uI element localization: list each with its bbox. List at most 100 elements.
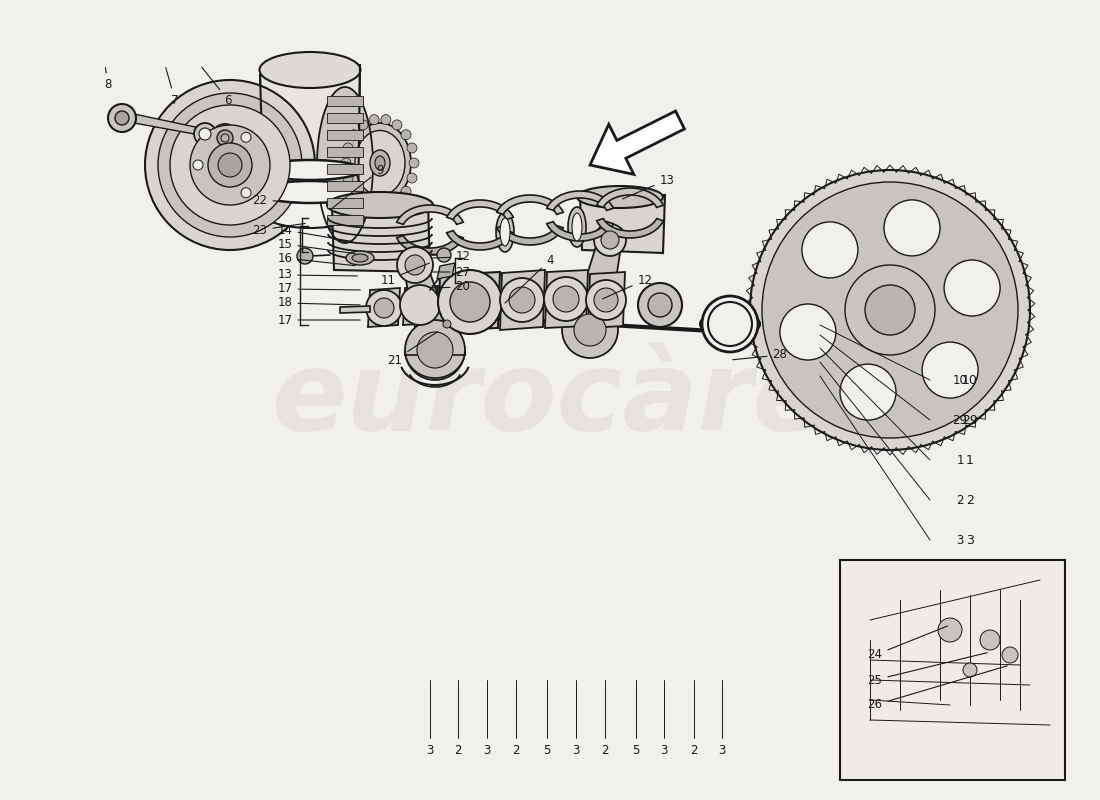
Ellipse shape — [211, 124, 239, 152]
Circle shape — [366, 290, 402, 326]
Circle shape — [648, 293, 672, 317]
Polygon shape — [327, 181, 363, 191]
Ellipse shape — [221, 134, 229, 142]
Circle shape — [407, 143, 417, 153]
Ellipse shape — [500, 218, 510, 246]
Circle shape — [922, 342, 978, 398]
Text: 16: 16 — [277, 251, 355, 266]
Text: eurocàre: eurocàre — [272, 346, 828, 454]
Circle shape — [208, 143, 252, 187]
Circle shape — [509, 287, 535, 313]
Circle shape — [594, 288, 618, 312]
Polygon shape — [260, 65, 360, 210]
Text: 22: 22 — [253, 194, 305, 206]
Text: 3: 3 — [718, 743, 726, 757]
Text: 3: 3 — [956, 534, 964, 546]
Polygon shape — [544, 270, 588, 328]
Circle shape — [343, 143, 353, 153]
Circle shape — [392, 196, 402, 206]
Text: 24: 24 — [868, 626, 947, 662]
Ellipse shape — [327, 192, 433, 218]
Circle shape — [358, 120, 368, 130]
Ellipse shape — [349, 123, 411, 203]
Circle shape — [400, 285, 440, 325]
Circle shape — [343, 173, 353, 183]
Polygon shape — [327, 96, 363, 106]
Text: 9: 9 — [332, 163, 384, 208]
Text: 21: 21 — [387, 331, 438, 366]
Text: 5: 5 — [632, 743, 640, 757]
Text: 2: 2 — [691, 743, 697, 757]
Circle shape — [218, 153, 242, 177]
Text: 20: 20 — [432, 281, 471, 294]
Circle shape — [762, 182, 1018, 438]
Text: 3: 3 — [966, 534, 974, 546]
Text: 3: 3 — [483, 743, 491, 757]
Polygon shape — [447, 200, 514, 219]
Circle shape — [884, 200, 940, 256]
Circle shape — [374, 298, 394, 318]
Text: 29: 29 — [953, 414, 968, 426]
Text: 2: 2 — [602, 743, 608, 757]
Circle shape — [397, 247, 433, 283]
Ellipse shape — [346, 251, 374, 265]
Polygon shape — [596, 218, 663, 238]
Text: 5: 5 — [543, 743, 551, 757]
Circle shape — [297, 248, 313, 264]
Polygon shape — [574, 240, 622, 318]
Polygon shape — [368, 288, 400, 327]
Polygon shape — [590, 111, 684, 174]
Ellipse shape — [578, 186, 663, 208]
Ellipse shape — [355, 130, 405, 195]
Circle shape — [438, 270, 502, 334]
Text: 15: 15 — [277, 238, 355, 254]
Ellipse shape — [199, 128, 211, 140]
Ellipse shape — [496, 212, 514, 252]
Text: 8: 8 — [104, 68, 112, 91]
Circle shape — [840, 364, 896, 420]
Circle shape — [574, 314, 606, 346]
Text: 2: 2 — [454, 743, 462, 757]
Polygon shape — [327, 164, 363, 174]
Text: 28: 28 — [733, 349, 788, 362]
Circle shape — [405, 255, 425, 275]
Ellipse shape — [257, 181, 363, 203]
Circle shape — [190, 125, 270, 205]
Text: 29: 29 — [962, 414, 978, 426]
Text: 2: 2 — [513, 743, 519, 757]
Text: 25: 25 — [868, 653, 988, 686]
Polygon shape — [406, 284, 428, 308]
Ellipse shape — [260, 192, 361, 228]
Text: 18: 18 — [277, 297, 360, 310]
Circle shape — [845, 265, 935, 355]
Circle shape — [145, 80, 315, 250]
Circle shape — [562, 302, 618, 358]
Circle shape — [402, 130, 411, 140]
Text: 26: 26 — [868, 666, 1008, 711]
Text: 12: 12 — [432, 250, 471, 263]
Polygon shape — [840, 560, 1065, 780]
Circle shape — [241, 188, 251, 198]
Circle shape — [443, 320, 451, 328]
Circle shape — [370, 114, 379, 125]
Polygon shape — [134, 114, 200, 135]
Text: 10: 10 — [953, 374, 967, 386]
Ellipse shape — [352, 254, 368, 262]
Polygon shape — [327, 147, 363, 157]
Text: 17: 17 — [277, 282, 360, 295]
Circle shape — [381, 202, 390, 211]
Circle shape — [381, 114, 390, 125]
Polygon shape — [405, 350, 465, 378]
Text: 14: 14 — [277, 223, 352, 242]
Circle shape — [405, 320, 465, 380]
Circle shape — [417, 332, 453, 368]
Polygon shape — [500, 270, 544, 330]
Ellipse shape — [217, 130, 233, 146]
Circle shape — [962, 663, 977, 677]
Circle shape — [594, 224, 626, 256]
Circle shape — [553, 286, 579, 312]
Circle shape — [944, 260, 1000, 316]
Polygon shape — [580, 195, 666, 253]
Circle shape — [450, 282, 490, 322]
Ellipse shape — [194, 123, 216, 145]
